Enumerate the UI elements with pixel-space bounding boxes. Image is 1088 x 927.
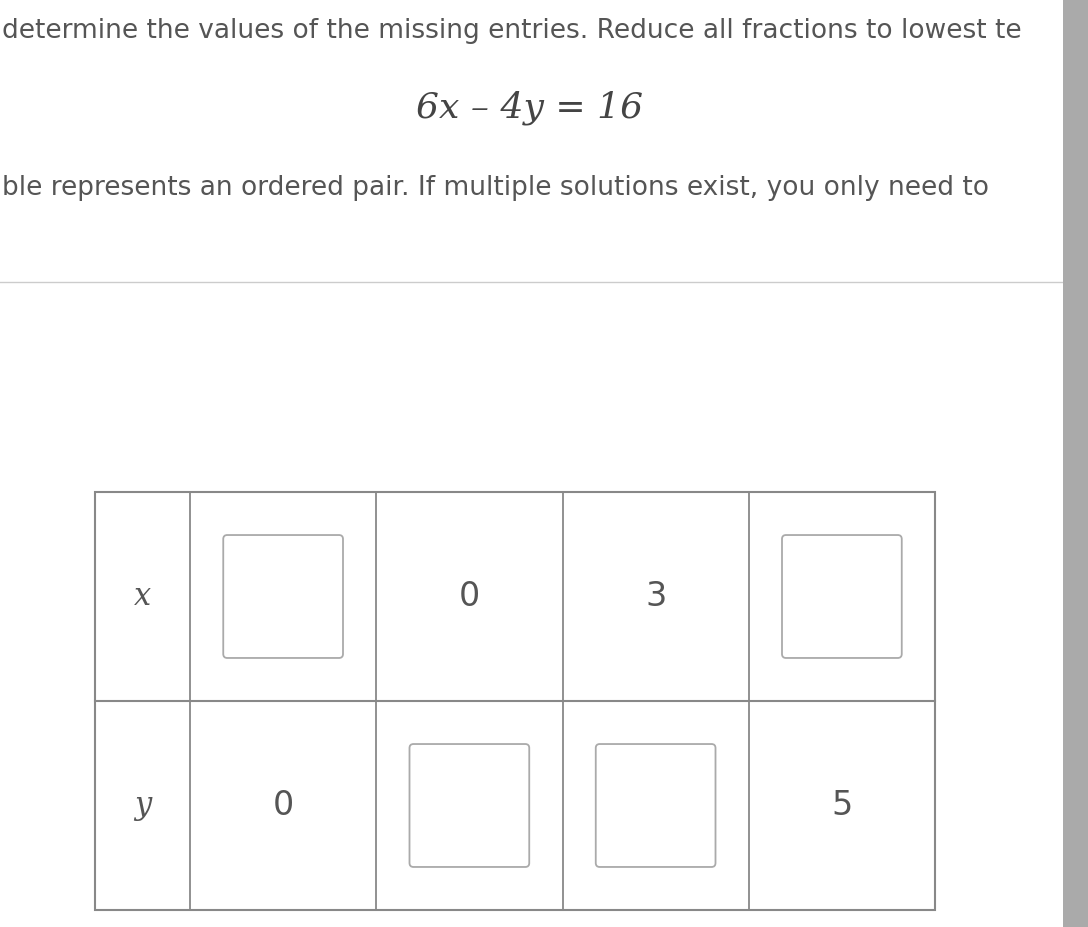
Text: ble represents an ordered pair. If multiple solutions exist, you only need to: ble represents an ordered pair. If multi… xyxy=(2,175,989,201)
Bar xyxy=(1063,0,1088,927)
Text: 0: 0 xyxy=(272,789,294,822)
Text: 3: 3 xyxy=(645,580,666,613)
Text: determine the values of the missing entries. Reduce all fractions to lowest te: determine the values of the missing entr… xyxy=(2,18,1022,44)
Text: x: x xyxy=(134,581,151,612)
FancyBboxPatch shape xyxy=(596,744,716,867)
FancyBboxPatch shape xyxy=(223,535,343,658)
Text: 0: 0 xyxy=(459,580,480,613)
FancyBboxPatch shape xyxy=(409,744,529,867)
Text: y: y xyxy=(134,790,151,821)
Bar xyxy=(95,492,935,910)
FancyBboxPatch shape xyxy=(782,535,902,658)
Text: 5: 5 xyxy=(831,789,853,822)
Text: 6x – 4y = 16: 6x – 4y = 16 xyxy=(417,90,644,124)
